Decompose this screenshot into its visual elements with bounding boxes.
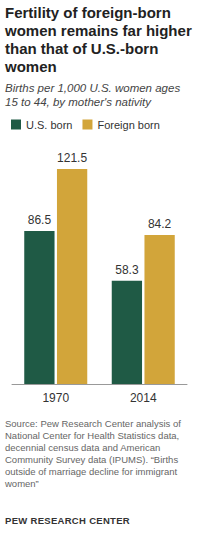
- html-text:PEW RESEARCH CENTER: PEW RESEARCH CENTER: [5, 515, 130, 526]
- svg-text:Foreign born: Foreign born: [97, 119, 159, 131]
- svg-text:58.3: 58.3: [115, 263, 139, 277]
- svg-text:2014: 2014: [130, 391, 157, 405]
- svg-text:1970: 1970: [42, 391, 69, 405]
- html-text:Births per 1,000 U.S. women ag: Births per 1,000 U.S. women ages 15 to 4…: [5, 82, 181, 108]
- svg-text:121.5: 121.5: [57, 151, 87, 165]
- html-text:Source: Pew Research Center an: Source: Pew Research Center analysis of …: [5, 418, 181, 489]
- svg-text:86.5: 86.5: [28, 213, 52, 227]
- svg-text:U.S. born: U.S. born: [26, 119, 72, 131]
- svg-text:84.2: 84.2: [148, 217, 172, 231]
- html-text:Fertility of foreign-born wome: Fertility of foreign-born women remains …: [5, 4, 192, 75]
